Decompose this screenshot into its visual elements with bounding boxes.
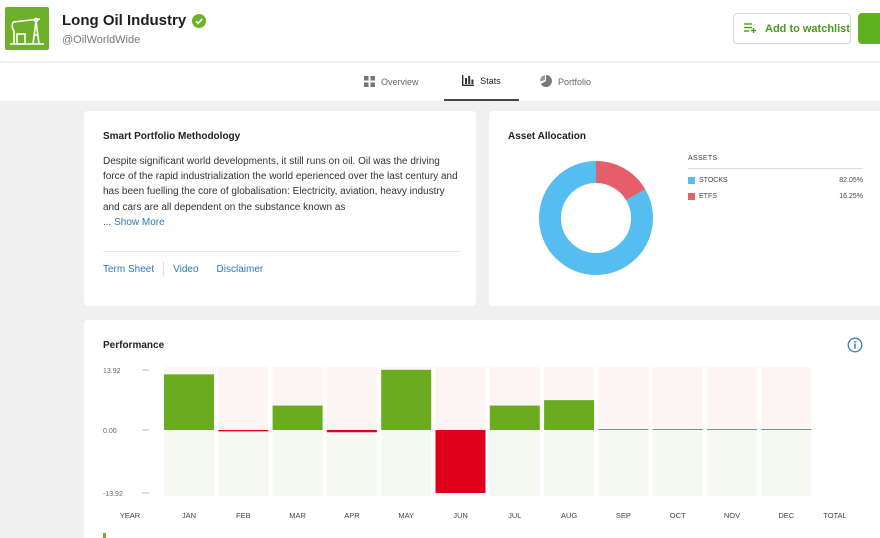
month-bg-lower: [598, 430, 649, 496]
tab-stats[interactable]: Stats: [444, 63, 519, 101]
x-label-total: TOTAL: [823, 511, 846, 520]
month-bg-upper: [707, 367, 757, 430]
portfolio-handle: @OilWorldWide: [62, 34, 141, 46]
month-bg-lower: [218, 430, 269, 496]
asset-percent: 82.05%: [839, 177, 863, 184]
asset-allocation-title: Asset Allocation: [508, 131, 586, 142]
asset-row-stocks: STOCKS 82.05%: [688, 177, 863, 184]
x-label-may: MAY: [398, 511, 414, 520]
bar-chart-icon: [462, 74, 475, 88]
month-bg-lower: [164, 430, 214, 496]
methodology-description: Despite significant world developments, …: [103, 154, 458, 230]
x-label-jan: JAN: [182, 511, 196, 520]
perf-bar-aug[interactable]: [544, 400, 595, 430]
perf-bar-oct[interactable]: [652, 429, 703, 430]
asset-percent: 16.25%: [839, 193, 863, 200]
methodology-text: Despite significant world developments, …: [103, 156, 458, 213]
tab-overview[interactable]: Overview: [364, 63, 419, 101]
y-tick-label: 13.92: [103, 368, 121, 375]
perf-bar-jul[interactable]: [489, 405, 540, 430]
video-link[interactable]: Video: [173, 263, 199, 275]
x-label-jun: JUN: [453, 511, 468, 520]
term-sheet-link[interactable]: Term Sheet: [103, 263, 155, 275]
x-label-year: YEAR: [120, 511, 141, 520]
month-bg-lower: [326, 430, 377, 496]
methodology-title: Smart Portfolio Methodology: [103, 131, 241, 142]
y-tick-label: 0.00: [103, 428, 117, 435]
methodology-ellipsis: ...: [103, 216, 112, 228]
y-tick-label: -13.92: [103, 491, 123, 498]
month-bg-lower: [652, 430, 703, 496]
grid-icon: [364, 75, 375, 89]
month-bg-lower: [761, 430, 812, 496]
portfolio-header: Long Oil Industry @OilWorldWide Add to w…: [0, 0, 880, 62]
month-bg-upper: [761, 367, 812, 430]
perf-bar-sep[interactable]: [598, 429, 649, 430]
x-label-oct: OCT: [670, 511, 686, 520]
month-bg-upper: [326, 367, 377, 430]
tab-bar: Overview Stats Portfolio: [0, 63, 880, 101]
perf-bar-jun[interactable]: [435, 430, 486, 493]
x-label-sep: SEP: [616, 511, 631, 520]
perf-bar-apr[interactable]: [326, 430, 377, 433]
month-bg-lower: [707, 430, 757, 496]
month-bg-upper: [652, 367, 703, 430]
etfs-swatch: [688, 193, 695, 200]
performance-accent: [103, 533, 106, 538]
link-separator: [163, 262, 165, 276]
asset-name: ETFS: [699, 193, 717, 200]
month-bg-lower: [489, 430, 540, 496]
assets-divider: [688, 168, 863, 169]
divider: [103, 251, 459, 252]
month-bg-upper: [435, 367, 486, 430]
performance-card: 13.92 0.00 -13.92 YEAR JAN FEB MAR APR MAY JUN JUL…: [84, 320, 880, 538]
perf-bar-dec[interactable]: [761, 429, 812, 430]
month-bg-lower: [272, 430, 323, 496]
invest-button[interactable]: [858, 13, 880, 44]
month-bg-lower: [544, 430, 595, 496]
month-bg-upper: [598, 367, 649, 430]
disclaimer-link[interactable]: Disclaimer: [216, 263, 264, 275]
tab-portfolio[interactable]: Portfolio: [540, 63, 591, 101]
asset-row-etfs: ETFS 16.25%: [688, 193, 863, 200]
donut-slice-stocks[interactable]: [539, 161, 653, 275]
oil-pump-logo: [5, 7, 49, 50]
performance-chart: 13.92 0.00 -13.92 YEAR JAN FEB MAR APR MAY JUN JUL…: [103, 367, 847, 520]
x-label-nov: NOV: [724, 511, 740, 520]
x-label-mar: MAR: [289, 511, 306, 520]
add-to-watchlist-button[interactable]: Add to watchlist: [733, 13, 851, 44]
performance-title: Performance: [103, 340, 165, 351]
x-label-jul: JUL: [508, 511, 521, 520]
perf-bar-feb[interactable]: [218, 430, 269, 432]
stocks-swatch: [688, 177, 695, 184]
portfolio-name: Long Oil Industry: [62, 12, 187, 29]
tab-stats-label: Stats: [480, 76, 501, 86]
month-bg-lower: [381, 430, 432, 496]
assets-heading: ASSETS: [688, 155, 718, 162]
watchlist-label: Add to watchlist: [765, 22, 850, 35]
portfolio-title: Long Oil Industry: [62, 12, 207, 29]
verified-icon: [192, 13, 207, 28]
perf-bar-may[interactable]: [381, 369, 432, 430]
perf-bar-nov[interactable]: [707, 429, 757, 430]
perf-bar-jan[interactable]: [164, 374, 214, 430]
asset-allocation-card: Asset Allocation ASSETS STOCKS 82.05% ET…: [489, 111, 880, 306]
month-bg-upper: [218, 367, 269, 430]
tab-portfolio-label: Portfolio: [558, 77, 592, 87]
x-label-apr: APR: [344, 511, 360, 520]
show-more-link[interactable]: Show More: [114, 216, 165, 228]
methodology-links: Term Sheet Video Disclaimer: [103, 262, 263, 276]
x-label-dec: DEC: [778, 511, 794, 520]
asset-name: STOCKS: [699, 177, 728, 184]
tab-overview-label: Overview: [381, 77, 419, 87]
allocation-donut-chart: [539, 161, 653, 275]
info-icon[interactable]: [847, 337, 863, 353]
x-label-aug: AUG: [561, 511, 577, 520]
x-label-feb: FEB: [236, 511, 251, 520]
pie-chart-icon: [540, 75, 552, 89]
perf-bar-mar[interactable]: [272, 405, 323, 430]
methodology-card: Smart Portfolio Methodology Despite sign…: [84, 111, 476, 306]
watchlist-add-icon: [744, 22, 757, 36]
